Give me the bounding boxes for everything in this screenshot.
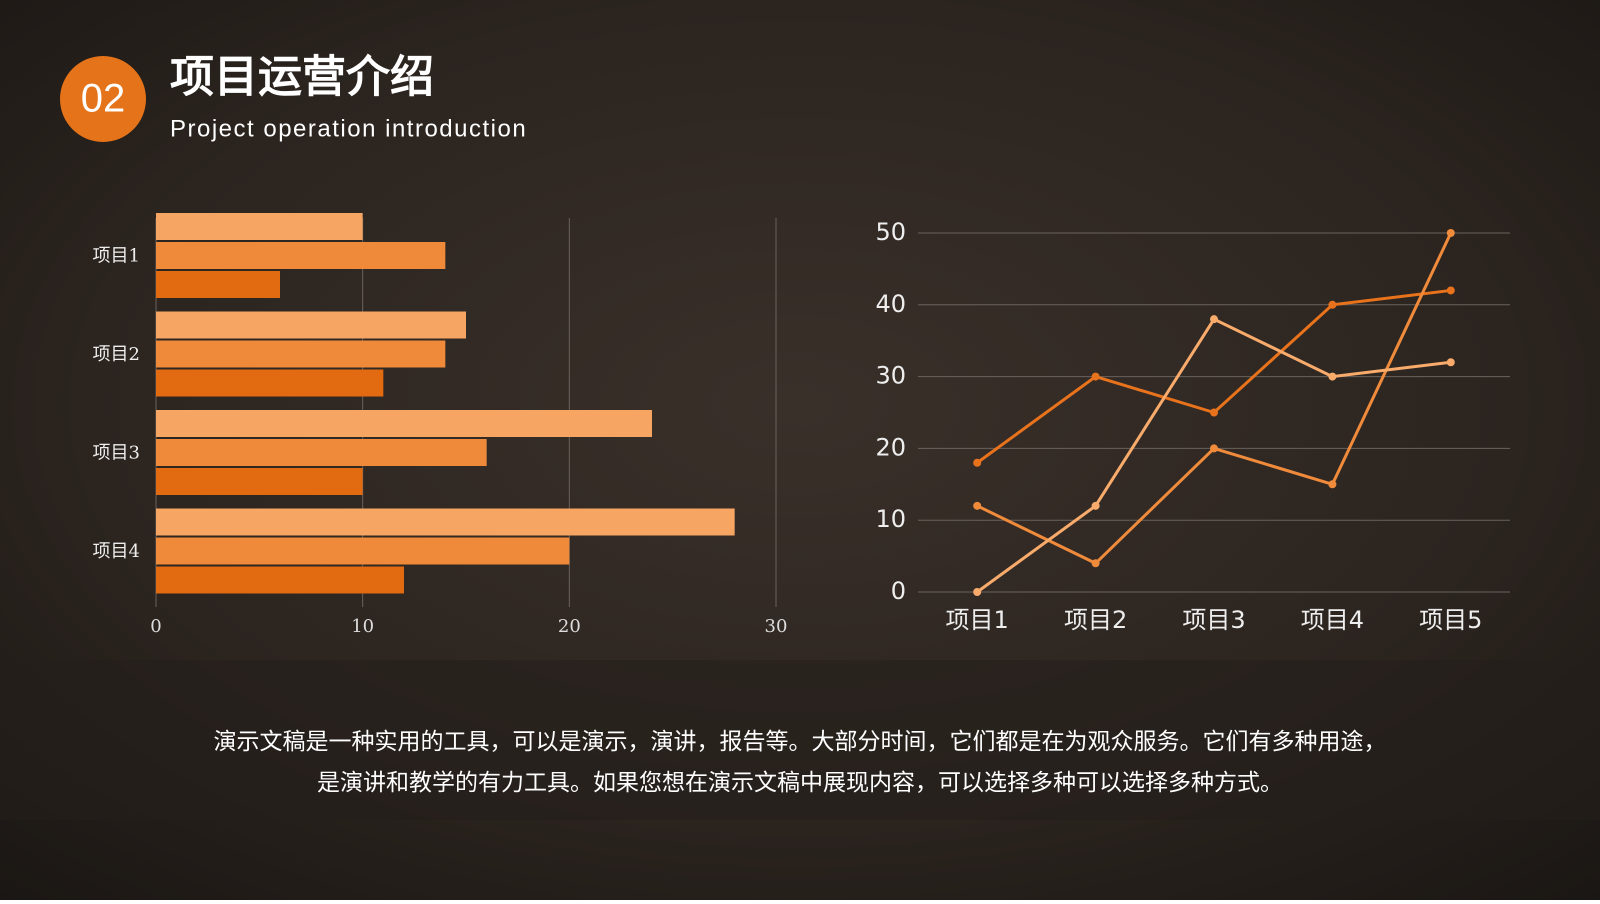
bar [156, 242, 446, 269]
bar [156, 508, 735, 536]
line-point [973, 458, 982, 467]
y-tick-label: 项目3 [93, 443, 140, 464]
line-point [1210, 408, 1218, 417]
x-tick-label: 项目3 [1182, 606, 1245, 634]
bar [156, 340, 446, 368]
body-text: 演示文稿是一种实用的工具，可以是演示，演讲，报告等。大部分时间，它们都是在为观众… [214, 729, 1387, 755]
y-tick-label: 10 [875, 505, 906, 533]
body-text: 是演讲和教学的有力工具。如果您想在演示文稿中展现内容，可以选择多种可以选择多种方… [317, 770, 1283, 796]
x-tick-label: 20 [558, 616, 581, 637]
line-point [1328, 300, 1337, 309]
line-point [973, 588, 982, 596]
bar [156, 439, 487, 466]
slide-title: 项目运营介绍 [170, 52, 434, 103]
y-tick-label: 50 [875, 218, 906, 246]
line-point [1446, 358, 1455, 367]
bar [156, 369, 384, 397]
line-point [1328, 480, 1337, 489]
line-point [1091, 372, 1100, 381]
line-point [1446, 229, 1455, 237]
bar [156, 468, 363, 495]
bar [156, 311, 466, 339]
slide-subtitle: Project operation introduction [170, 115, 527, 142]
bar [156, 537, 570, 565]
x-tick-label: 30 [765, 616, 788, 637]
x-tick-label: 项目1 [946, 606, 1009, 634]
bar [156, 213, 363, 240]
line-point [1091, 501, 1100, 510]
line-point [1210, 444, 1218, 453]
line-point [1328, 372, 1337, 381]
line-point [1446, 286, 1455, 295]
text-band [0, 660, 1600, 820]
x-tick-label: 项目5 [1419, 606, 1482, 634]
y-tick-label: 0 [891, 577, 906, 605]
x-tick-label: 10 [351, 616, 374, 637]
y-tick-label: 20 [875, 433, 906, 461]
section-badge [60, 56, 146, 142]
x-tick-label: 项目2 [1064, 606, 1127, 634]
y-tick-label: 项目1 [93, 246, 140, 267]
line-point [973, 501, 982, 510]
line-point [1091, 559, 1100, 568]
section-number: 02 [81, 77, 126, 121]
y-tick-label: 40 [875, 290, 906, 318]
bar [156, 410, 652, 437]
y-tick-label: 30 [875, 362, 906, 390]
x-tick-label: 0 [150, 616, 161, 637]
x-tick-label: 项目4 [1301, 606, 1364, 634]
bar [156, 271, 280, 298]
y-tick-label: 项目4 [93, 541, 140, 562]
line-point [1210, 315, 1218, 324]
y-tick-label: 项目2 [93, 344, 140, 365]
bar [156, 566, 404, 594]
